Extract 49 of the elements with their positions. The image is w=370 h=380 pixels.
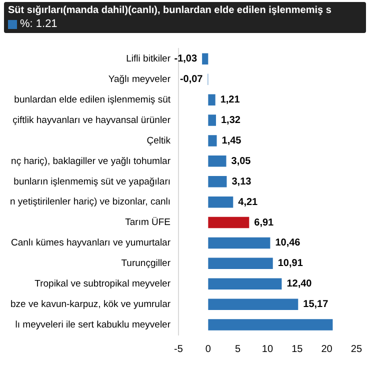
data-label: 15,17 bbox=[303, 299, 329, 310]
bar bbox=[208, 298, 298, 310]
bar bbox=[208, 114, 216, 126]
bar bbox=[208, 216, 250, 228]
x-tick-label: 15 bbox=[292, 344, 304, 355]
y-tick-label: n yetiştirilenler hariç) ve bizonlar, canlı bbox=[10, 196, 171, 208]
y-tick-label: Turunçgiller bbox=[121, 258, 171, 270]
data-label: 10,91 bbox=[278, 258, 304, 270]
data-label: 3,05 bbox=[231, 156, 252, 167]
data-label: 1,21 bbox=[220, 94, 240, 106]
y-tick-label: Yağlı meyveler bbox=[108, 74, 171, 85]
bar bbox=[202, 53, 208, 65]
data-label: 3,13 bbox=[232, 176, 252, 188]
y-tick-label: çiftlik hayvanları ve hayvansal ürünler bbox=[12, 114, 171, 126]
text: Süt sığırları(manda dahil)(canlı), bunlardan elde edilen işlenmemiş s bbox=[8, 5, 332, 16]
data-label: 1,45 bbox=[222, 135, 242, 146]
x-tick-label: 20 bbox=[321, 344, 333, 355]
bar bbox=[208, 258, 273, 270]
data-label: 12,40 bbox=[286, 278, 312, 290]
y-tick-label: bze ve kavun-karpuz, kök ve yumrular bbox=[10, 298, 171, 310]
x-tick-label: 10 bbox=[262, 344, 274, 355]
x-tick-label: 25 bbox=[350, 344, 362, 355]
y-tick-label: Lifli bitkiler bbox=[126, 54, 171, 65]
bar bbox=[208, 135, 217, 146]
data-label: 1,32 bbox=[220, 115, 241, 126]
bar bbox=[208, 94, 216, 106]
bar bbox=[208, 278, 282, 290]
bar bbox=[208, 176, 227, 188]
y-tick-label: Tropikal ve subtropikal meyveler bbox=[34, 278, 171, 290]
bar bbox=[208, 156, 226, 167]
y-tick-label: bunlardan elde edilen işlenmemiş süt bbox=[14, 94, 171, 106]
y-tick-label: Tarım ÜFE bbox=[125, 217, 171, 228]
y-tick-label: lı meyveleri ile sert kabuklu meyveler bbox=[15, 319, 171, 330]
data-label: 6,91 bbox=[254, 217, 274, 228]
text: %: 1.21 bbox=[20, 18, 58, 30]
y-tick-label: nç hariç), baklagiller ve yağlı tohumlar bbox=[11, 156, 171, 167]
x-tick-label: 5 bbox=[235, 344, 242, 355]
y-tick-label: Çeltik bbox=[146, 135, 171, 146]
bar bbox=[208, 319, 333, 330]
data-label: -1,03 bbox=[174, 54, 198, 65]
data-label: 10,46 bbox=[275, 238, 301, 249]
x-tick-label: -5 bbox=[174, 344, 184, 355]
bar bbox=[208, 237, 270, 249]
bar bbox=[208, 196, 234, 208]
x-tick-label: 0 bbox=[205, 344, 212, 355]
data-label: -0,07 bbox=[180, 74, 204, 86]
data-label: 4,21 bbox=[238, 196, 258, 208]
y-tick-label: Canlı kümes hayvanları ve yumurtalar bbox=[11, 238, 171, 249]
y-tick-label: bunların işlenmemiş süt ve yapağıları bbox=[14, 176, 171, 188]
